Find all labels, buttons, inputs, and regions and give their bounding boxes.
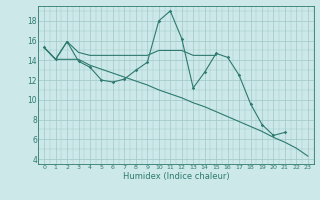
- X-axis label: Humidex (Indice chaleur): Humidex (Indice chaleur): [123, 172, 229, 181]
